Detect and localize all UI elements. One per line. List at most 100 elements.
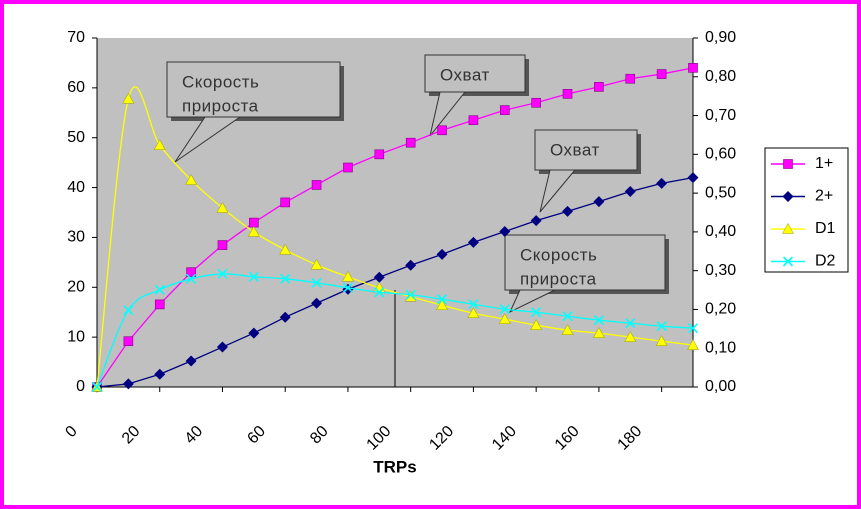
callout-box: [534, 129, 638, 171]
marker: [249, 217, 259, 228]
marker: [248, 271, 259, 282]
marker: [248, 327, 260, 339]
callout-box: [504, 234, 666, 291]
marker: [342, 270, 354, 282]
legend: 1+ 2+ D1 D2: [764, 147, 849, 273]
marker: [247, 225, 260, 237]
y2-tick-label: 0,50: [705, 184, 736, 201]
legend-label: D1: [815, 220, 836, 237]
series-line: [96, 176, 694, 388]
y2-tick-label: 0,30: [705, 262, 736, 279]
marker: [655, 335, 668, 346]
marker: [594, 82, 604, 92]
legend-label: D2: [815, 253, 836, 270]
y-tick-label: 60: [67, 79, 85, 96]
marker: [373, 271, 385, 283]
marker: [405, 259, 417, 271]
marker: [186, 267, 196, 278]
marker: [185, 355, 197, 367]
marker: [531, 307, 542, 318]
marker: [279, 243, 292, 255]
marker: [624, 186, 636, 198]
y2-tick-label: 0,40: [705, 223, 736, 240]
callout: Скорость прироста: [504, 234, 669, 314]
marker: [562, 205, 574, 217]
y-tick-label: 50: [67, 129, 85, 146]
marker: [91, 381, 103, 393]
marker: [216, 341, 228, 353]
marker: [593, 196, 605, 208]
y-tick-label: 70: [67, 29, 85, 46]
marker: [687, 339, 699, 350]
callout-text: Охват: [550, 140, 600, 159]
marker: [687, 172, 699, 184]
marker: [499, 105, 510, 115]
marker: [562, 89, 573, 99]
marker: [374, 287, 385, 298]
callout-box: [424, 54, 526, 93]
legend-label: 2+: [815, 188, 833, 205]
marker: [123, 336, 134, 347]
callout-box: [166, 61, 341, 118]
marker: [436, 294, 448, 305]
marker: [343, 162, 353, 173]
marker: [467, 236, 479, 248]
series: [92, 63, 698, 392]
callout: Охват: [424, 54, 529, 137]
marker: [625, 73, 636, 84]
marker: [592, 327, 605, 338]
marker: [436, 248, 448, 260]
marker: [186, 273, 197, 284]
callout-text: Охват: [440, 65, 490, 84]
marker: [625, 318, 636, 329]
callout-text: Скорость: [520, 245, 597, 264]
marker: [185, 174, 198, 185]
y2-tick-label: 0,80: [705, 68, 736, 85]
marker: [561, 324, 574, 335]
y-tick-label: 40: [67, 179, 85, 196]
marker: [562, 311, 573, 322]
series: [91, 86, 699, 392]
marker: [122, 92, 135, 104]
marker: [217, 268, 228, 279]
y2-tick-label: 0,60: [705, 146, 736, 163]
marker: [342, 283, 354, 295]
marker: [280, 273, 291, 284]
x-axis-label: TRPs: [373, 457, 416, 476]
y2-tick-label: 0,90: [705, 29, 736, 46]
marker: [499, 226, 511, 238]
marker: [280, 197, 291, 208]
marker: [687, 323, 699, 334]
legend-box: [764, 147, 849, 273]
legend-marker: [782, 191, 794, 202]
y2-tick-label: 0,10: [705, 339, 736, 356]
marker: [656, 321, 667, 332]
marker: [311, 277, 322, 288]
marker: [688, 63, 698, 73]
marker: [530, 319, 543, 330]
marker: [154, 368, 166, 380]
marker: [437, 125, 447, 136]
series-line: [96, 67, 694, 388]
y2-tick-label: 0,20: [705, 301, 736, 318]
callout-text: Скорость: [182, 72, 259, 91]
marker: [217, 240, 228, 250]
marker: [374, 149, 385, 160]
marker: [404, 290, 417, 302]
series: [91, 268, 699, 393]
marker: [468, 299, 479, 310]
y-tick-label: 0: [76, 378, 85, 395]
marker: [279, 311, 291, 323]
y-tick-label: 20: [67, 279, 85, 296]
series: [91, 172, 699, 393]
marker: [498, 313, 511, 324]
marker: [531, 97, 541, 108]
legend-marker: [782, 222, 794, 234]
marker: [530, 215, 542, 227]
marker: [154, 299, 165, 310]
marker: [436, 299, 448, 310]
marker: [310, 258, 323, 270]
y-tick-label: 10: [67, 328, 85, 345]
legend-label: 1+: [815, 155, 833, 172]
